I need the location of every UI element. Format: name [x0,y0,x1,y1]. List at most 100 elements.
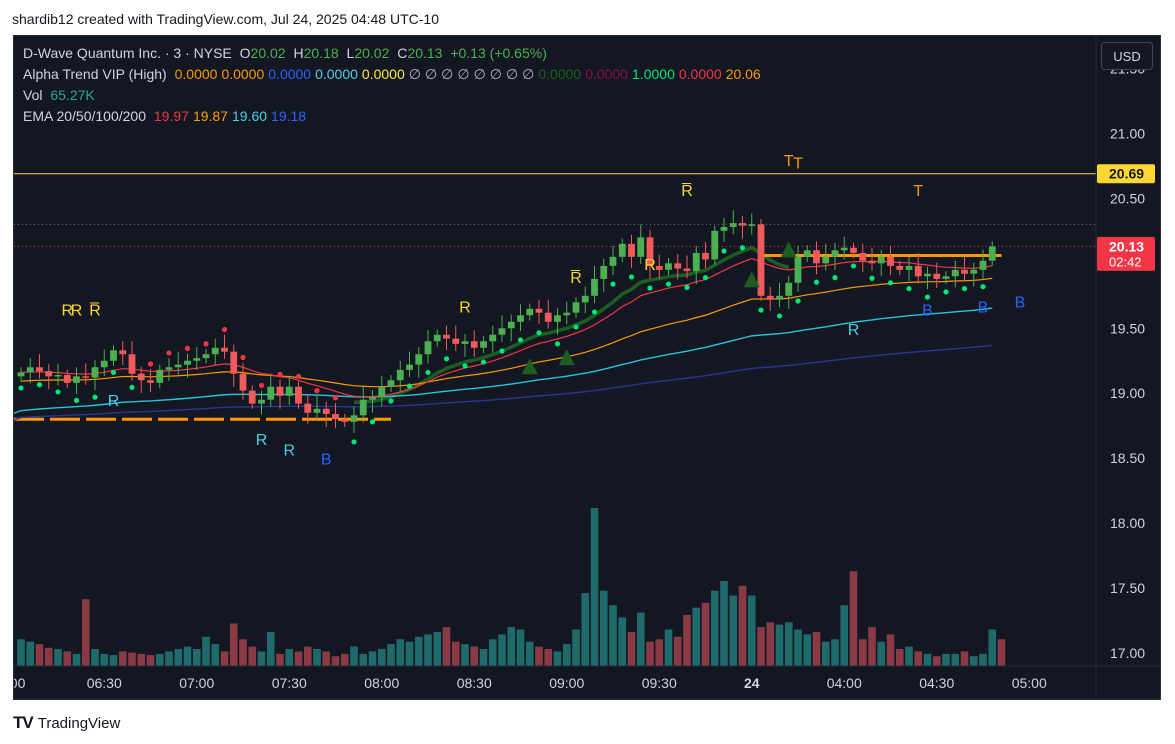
volume-bar [720,580,728,666]
volume-bar [303,646,312,666]
y-tick-label: 19.00 [1110,385,1145,401]
currency-button[interactable]: USD [1101,42,1153,70]
volume-bar [516,629,525,666]
x-tick-label: 6:00 [14,675,26,691]
candle-body [618,243,626,257]
volume-bar [128,652,136,666]
volume-bar [849,571,858,666]
signal-label: B [1015,294,1026,311]
candle-body [221,347,228,352]
ema-100-line [14,307,993,414]
volume-bar [831,639,839,666]
trail-dot [92,394,98,400]
volume-bar [396,639,405,666]
trail-dot [758,307,764,313]
volume-bar [239,639,247,666]
x-tick-label: 08:00 [364,675,399,691]
indicator-name[interactable]: Alpha Trend VIP (High) [23,66,167,82]
trail-dot [295,373,302,379]
trail-dot [684,284,690,290]
volume-bar [54,648,62,666]
candle-body [544,312,552,322]
candle-body [554,315,561,322]
volume-bar [202,636,210,666]
candle-body [757,224,765,296]
candle-body [378,386,386,398]
volume-bar [988,629,997,666]
indicator-value-14: 0.0000 [585,66,629,82]
candle-body [646,237,654,266]
volume-bar [331,656,340,666]
symbol-title[interactable]: D-Wave Quantum Inc. · 3 · NYSE [23,45,232,61]
volume-bar [414,636,423,666]
trail-dot [314,388,320,394]
candle-body [406,364,413,370]
trail-dot [240,354,246,361]
indicator-value-13: 0.0000 [538,66,582,82]
trail-dot [980,284,986,290]
volume-bar [757,627,765,666]
volume-bar [683,614,691,666]
ema-label[interactable]: EMA 20/50/100/200 [23,108,146,124]
candle-body [387,380,395,387]
signal-label: R̅ [570,269,582,287]
levels-layer [14,173,1096,421]
volume-bar [155,653,164,666]
candle-body [591,278,598,296]
volume-bar [165,651,173,666]
trail-dot [536,330,542,336]
candle-body [674,263,682,269]
volume-bar [285,648,294,666]
volume-bar [747,595,756,666]
volume-bar [618,617,627,666]
volume-bar [220,651,229,666]
volume-bar [942,653,950,666]
volume-bar [192,648,201,666]
vol-label[interactable]: Vol [23,87,43,103]
alpha-trend-line [353,245,790,405]
y-tick-label: 19.50 [1110,320,1145,336]
low-label: L [346,45,355,61]
volume-bar [368,651,377,666]
indicator-value-17: 20.06 [725,66,761,82]
candle-body [433,334,441,342]
candle-body [702,252,709,260]
volume-bar [914,651,923,666]
low-value: 20.02 [354,45,390,61]
x-tick-label: 04:30 [919,675,954,691]
trail-dot [277,371,283,377]
volume-bar [525,641,534,666]
volume-bar [562,644,571,666]
signal-label: R [644,257,656,274]
volume-bar [794,629,802,666]
candle-body [82,376,90,378]
volume-bar [553,651,562,666]
signal-label: R [61,302,73,319]
trail-dot [258,382,265,389]
candle-body [174,364,182,368]
candle-body [45,371,53,377]
x-tick-label: 09:30 [642,675,677,691]
legend-row-ema: EMA 20/50/100/200 19.97 19.87 19.60 19.18 [23,108,314,124]
candle-body [988,246,996,261]
volume-bar [442,627,451,666]
candle-body [535,308,543,313]
x-tick-label: 05:00 [1012,675,1047,691]
last-price-tag-bg [1097,236,1155,271]
y-tick-label: 17.00 [1110,645,1145,661]
ema-200-line [14,344,993,421]
indicator-value-5: ∅ [408,66,421,82]
trail-dot [702,275,709,281]
volume-bar [350,646,358,666]
x-tick-label: 07:00 [179,675,214,691]
volume-bar [479,648,488,666]
candle-body [628,243,635,257]
y-tick-label: 21.00 [1110,125,1145,141]
ema-value-3: 19.18 [271,108,307,124]
volume-bar [44,647,53,666]
indicator-value-6: ∅ [424,66,438,82]
indicator-value-8: ∅ [457,66,470,82]
x-tick-label: 09:00 [549,675,584,691]
